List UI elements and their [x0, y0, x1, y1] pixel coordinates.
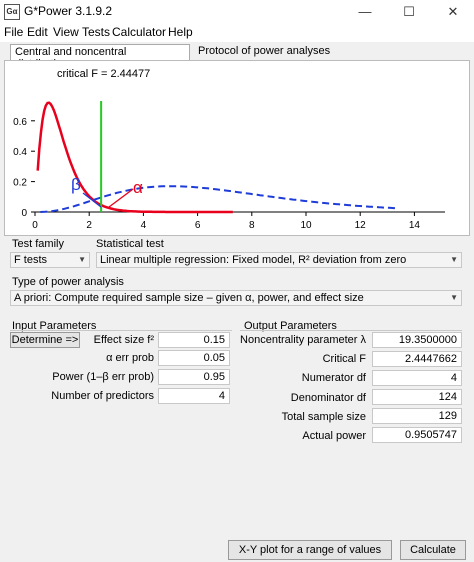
menu-bar: File Edit View Tests Calculator Help: [0, 24, 474, 42]
x-tick-label: 14: [409, 220, 421, 231]
x-axis-ticks: 0 2 4 6 8 10 12 14: [32, 212, 420, 231]
calculate-button[interactable]: Calculate: [400, 540, 466, 560]
power-analysis-select[interactable]: A priori: Compute required sample size –…: [10, 290, 462, 306]
power-input[interactable]: 0.95: [158, 369, 230, 385]
gpower-app-icon: Gα: [4, 4, 20, 20]
num-predictors-input[interactable]: 4: [158, 388, 230, 404]
power-analysis-label: Type of power analysis: [12, 276, 124, 288]
beta-label: β: [71, 175, 81, 194]
alpha-pointer: [108, 188, 134, 208]
menu-view[interactable]: View: [53, 25, 79, 39]
close-button[interactable]: ✕: [447, 4, 459, 19]
numerator-df-label: Numerator df: [301, 372, 366, 384]
distribution-chart: critical F = 2.44477 0.6 0.4 0.2 0 0 2 4 6 8 10 1…: [13, 68, 445, 231]
test-family-value: F tests: [14, 254, 48, 266]
menu-calculator[interactable]: Calculator: [112, 25, 167, 39]
y-axis-ticks: 0.6 0.4 0.2 0: [13, 117, 35, 219]
critical-f-output-label: Critical F: [322, 353, 366, 365]
x-tick-label: 4: [141, 220, 147, 231]
output-parameters-title: Output Parameters: [244, 320, 337, 332]
total-sample-size-label: Total sample size: [281, 411, 366, 423]
chevron-down-icon: ▼: [450, 293, 458, 302]
input-parameters-title: Input Parameters: [12, 320, 97, 332]
y-tick-label: 0.2: [13, 178, 27, 189]
critical-f-output-value: 2.4447662: [372, 351, 462, 367]
x-tick-label: 10: [300, 220, 312, 231]
minimize-button[interactable]: —: [358, 4, 372, 19]
alpha-label: α: [133, 178, 143, 197]
x-tick-label: 12: [355, 220, 367, 231]
input-section-divider: [10, 330, 232, 331]
denominator-df-value: 124: [372, 389, 462, 405]
tab-distributions[interactable]: Central and noncentral distributions: [10, 44, 190, 70]
x-tick-label: 6: [195, 220, 201, 231]
numerator-df-value: 4: [372, 370, 462, 386]
output-section-divider: [240, 330, 462, 331]
statistical-test-label: Statistical test: [96, 238, 164, 250]
chevron-down-icon: ▼: [78, 255, 86, 264]
effect-size-input[interactable]: 0.15: [158, 332, 230, 348]
xy-plot-button[interactable]: X-Y plot for a range of values: [228, 540, 392, 560]
tab-protocol[interactable]: Protocol of power analyses: [198, 45, 331, 57]
x-tick-label: 2: [86, 220, 92, 231]
menu-file[interactable]: File: [4, 25, 24, 39]
denominator-df-label: Denominator df: [290, 392, 366, 404]
x-tick-label: 8: [249, 220, 255, 231]
y-tick-label: 0.6: [13, 117, 27, 128]
y-tick-label: 0: [21, 208, 27, 219]
central-distribution-curve: [36, 101, 233, 214]
noncentrality-label: Noncentrality parameter λ: [240, 334, 366, 346]
menu-tests[interactable]: Tests: [82, 25, 111, 39]
title-bar: Gα G*Power 3.1.9.2 — ☐ ✕: [0, 0, 474, 24]
maximize-button[interactable]: ☐: [403, 4, 415, 19]
determine-button[interactable]: Determine =>: [10, 332, 80, 348]
statistical-test-value: Linear multiple regression: Fixed model,…: [100, 254, 407, 266]
test-family-label: Test family: [12, 238, 64, 250]
menu-edit[interactable]: Edit: [27, 25, 48, 39]
effect-size-label: Effect size f²: [93, 334, 154, 346]
actual-power-value: 0.9505747: [372, 427, 462, 443]
alpha-err-input[interactable]: 0.05: [158, 350, 230, 366]
y-tick-label: 0.4: [13, 147, 27, 158]
noncentral-distribution-curve: [40, 185, 399, 213]
critical-f-label: critical F = 2.44477: [57, 68, 150, 80]
chevron-down-icon: ▼: [450, 255, 458, 264]
beta-pointer: [82, 192, 102, 208]
num-predictors-label: Number of predictors: [51, 390, 154, 402]
x-tick-label: 0: [32, 220, 38, 231]
distribution-plot: critical F = 2.44477 0.6 0.4 0.2 0 0 2 4 6 8 10 1…: [4, 60, 470, 236]
noncentrality-value: 19.3500000: [372, 332, 462, 348]
test-family-select[interactable]: F tests ▼: [10, 252, 90, 268]
window-title: G*Power 3.1.9.2: [24, 4, 113, 18]
power-analysis-value: A priori: Compute required sample size –…: [14, 292, 364, 304]
total-sample-size-value: 129: [372, 408, 462, 424]
actual-power-label: Actual power: [302, 430, 366, 442]
menu-help[interactable]: Help: [168, 25, 193, 39]
alpha-err-label: α err prob: [106, 352, 154, 364]
power-label: Power (1–β err prob): [52, 371, 154, 383]
statistical-test-select[interactable]: Linear multiple regression: Fixed model,…: [96, 252, 462, 268]
